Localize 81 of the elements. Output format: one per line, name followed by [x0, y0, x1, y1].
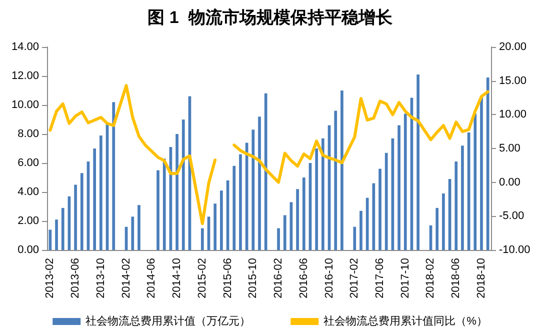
bar	[138, 205, 140, 250]
bar	[283, 215, 286, 250]
bar	[232, 166, 236, 250]
y-tick-label: 8.00	[18, 128, 39, 140]
bar	[442, 193, 445, 250]
x-tick-label: 2013-10	[94, 258, 107, 298]
bar	[334, 110, 338, 250]
x-tick-label: 2014-10	[171, 258, 184, 298]
y-tick-label: 12.00	[11, 70, 39, 82]
bar	[131, 216, 134, 250]
x-tick-label: 2016-06	[298, 258, 310, 298]
bar	[200, 228, 204, 250]
bar	[74, 184, 77, 250]
y-tick-label: 10.00	[11, 99, 39, 111]
x-tick-label: 2016-10	[323, 258, 336, 298]
x-tick-label: 2017-06	[374, 258, 386, 298]
y2-tick-label: 15.00	[499, 74, 527, 87]
bar	[176, 134, 178, 250]
bar	[277, 228, 280, 250]
bar	[321, 138, 324, 250]
x-tick-label: 2018-10	[475, 258, 488, 298]
x-tick-label: 2017-02	[348, 258, 361, 298]
y-tick-label: 6.00	[18, 157, 39, 169]
y-tick-label: 4.00	[18, 186, 39, 198]
y2-tick-label: -5.00	[499, 210, 524, 222]
x-tick-label: 2014-02	[120, 258, 132, 298]
bar	[112, 102, 116, 250]
bar	[461, 146, 464, 250]
y2-tick-label: 0.00	[499, 176, 520, 188]
x-tick-label: 2017-10	[399, 258, 412, 298]
bar	[99, 135, 102, 250]
x-tick-label: 2018-06	[450, 258, 462, 298]
bar	[436, 208, 439, 250]
y2-tick-label: 10.00	[499, 108, 527, 121]
y2-tick-label: -10.00	[499, 244, 530, 256]
bar	[162, 158, 166, 250]
y2-tick-label: 5.00	[499, 142, 520, 154]
x-tick-label: 2013-02	[44, 258, 56, 298]
x-tick-label: 2015-10	[247, 258, 260, 298]
legend-label: 社会物流总费用累计值（万亿元）	[86, 314, 251, 328]
bar	[258, 116, 261, 250]
bar	[239, 154, 242, 250]
bar	[353, 226, 356, 250]
bar	[93, 148, 96, 250]
bar	[454, 162, 458, 250]
bar	[61, 208, 64, 250]
bar	[378, 168, 382, 250]
bar	[486, 77, 490, 250]
bar	[214, 204, 217, 250]
bar	[55, 220, 58, 250]
y-tick-label: 0.00	[18, 244, 39, 256]
x-tick-label: 2018-02	[424, 258, 437, 298]
bar	[398, 125, 400, 250]
bar	[360, 210, 362, 250]
chart-title: 图 1 物流市场规模保持平稳增长	[148, 8, 394, 27]
bar	[80, 173, 84, 250]
x-tick-label: 2013-06	[70, 258, 82, 298]
bar	[315, 148, 318, 250]
bar	[296, 189, 299, 250]
y-tick-label: 14.00	[11, 41, 39, 53]
bar	[182, 120, 185, 250]
bar	[156, 170, 160, 250]
bar	[384, 152, 388, 250]
bar	[302, 178, 306, 250]
bar	[372, 183, 376, 250]
bar	[474, 114, 477, 250]
x-tick-label: 2016-02	[272, 258, 285, 298]
bar	[220, 190, 223, 250]
legend-label: 社会物流总费用累计值同比（%）	[324, 314, 488, 328]
bar	[48, 230, 52, 250]
bar	[480, 96, 483, 250]
x-tick-label: 2014-06	[146, 258, 158, 298]
y2-tick-label: 20.00	[499, 41, 527, 53]
x-tick-label: 2015-02	[196, 258, 208, 298]
bar	[264, 93, 268, 250]
bar	[416, 74, 420, 250]
y-tick-label: 2.00	[18, 215, 39, 227]
bar	[340, 90, 344, 250]
bar	[404, 114, 407, 250]
bar	[252, 130, 255, 250]
x-tick-label: 2015-06	[222, 258, 234, 298]
